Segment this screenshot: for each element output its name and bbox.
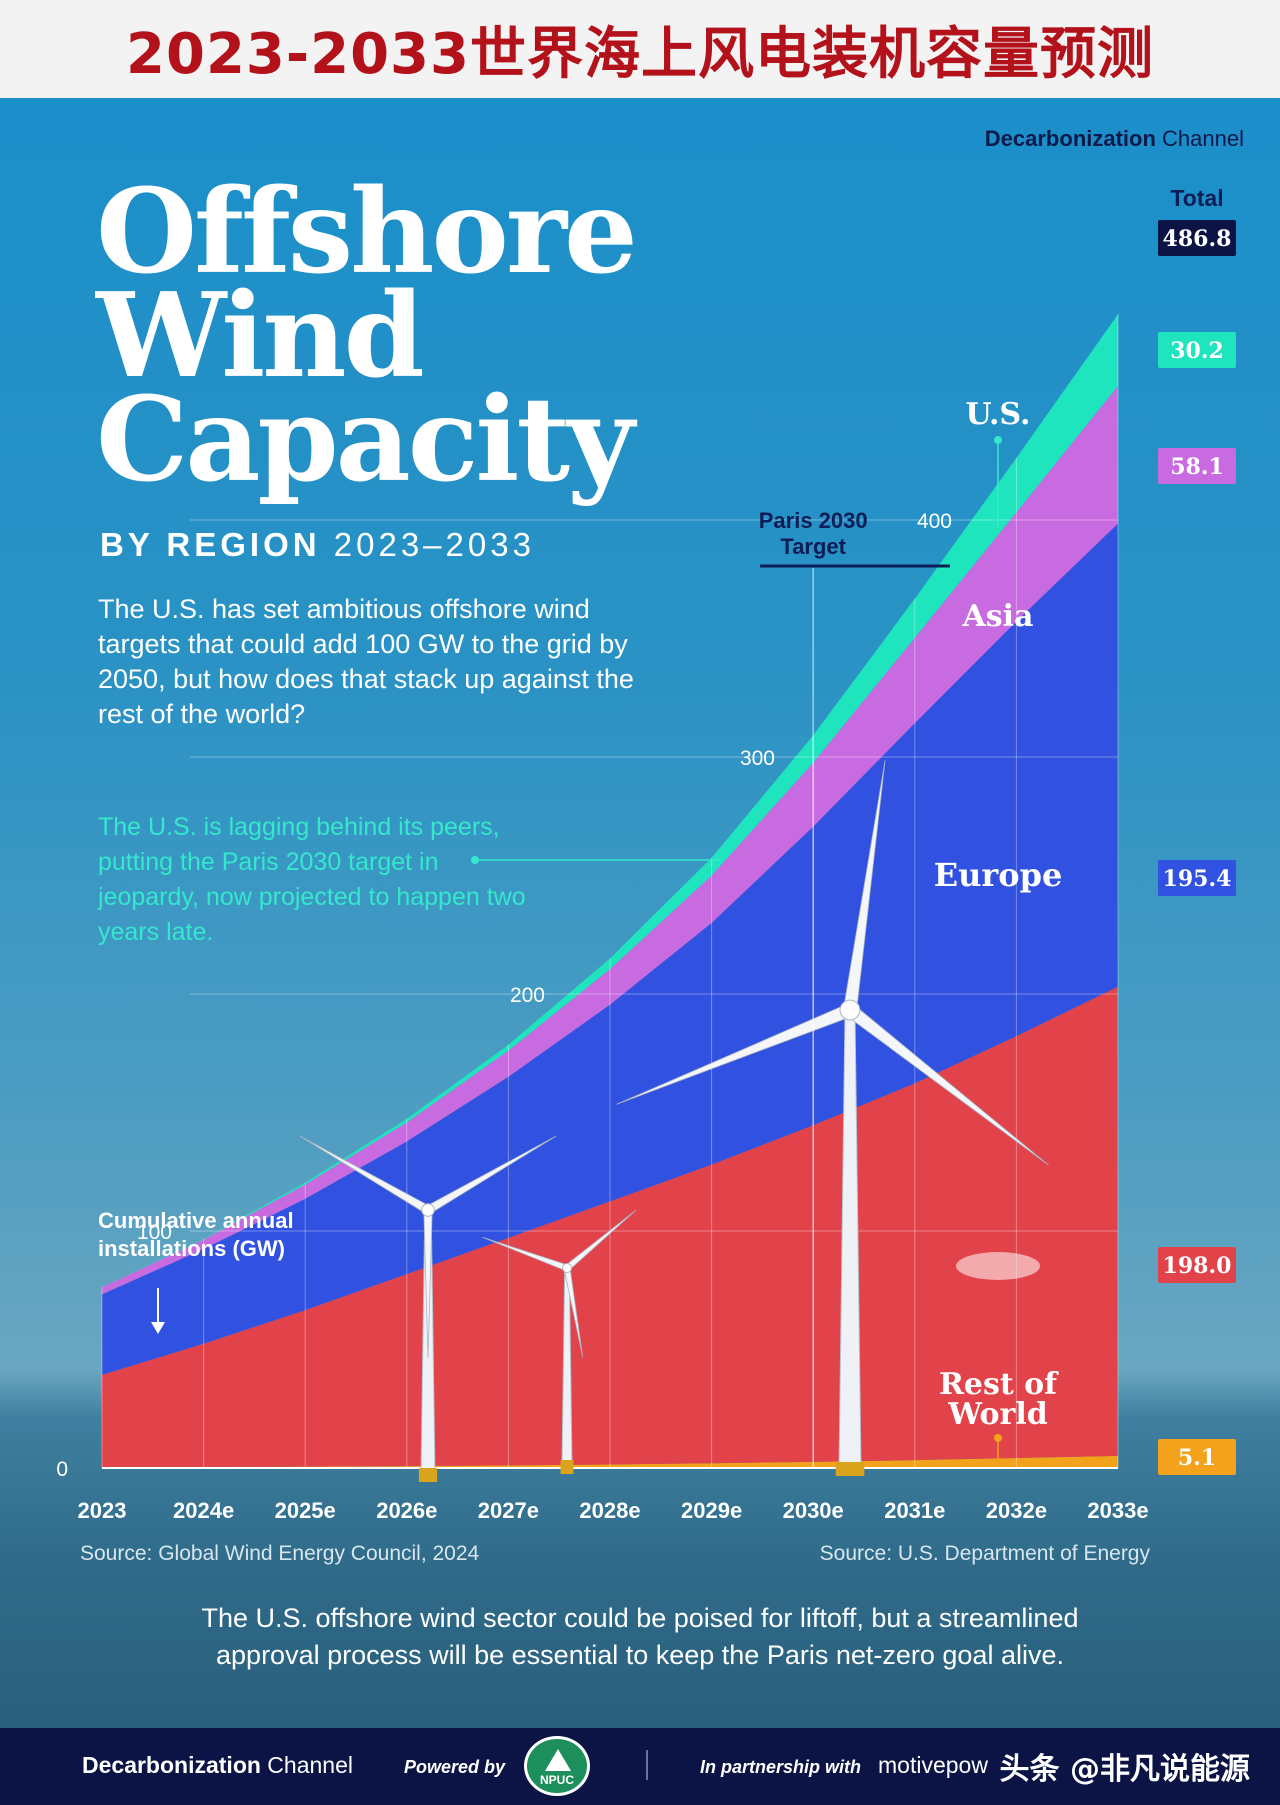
area-series-1: [102, 986, 1118, 1468]
turbine-small-base: [560, 1460, 574, 1474]
footer-motive-logo: motivepow: [878, 1752, 988, 1778]
footer-brand-light: Channel: [260, 1752, 353, 1778]
callout-text: The U.S. is lagging behind its peers, pu…: [98, 813, 526, 946]
total-heading: Total: [1170, 185, 1223, 211]
npuc-logo: NPUC: [524, 1736, 590, 1796]
subtitle-region: BY REGION: [100, 526, 321, 563]
top-banner: 2023-2033世界海上风电装机容量预测: [0, 0, 1280, 98]
y-axis-label-line-2: installations (GW): [98, 1236, 285, 1261]
total-value-europe: 195.4: [1163, 866, 1232, 892]
infographic-poster: 0 100 200 300 400 2023 2024e 2025e 2026e 2027e 202…: [0, 98, 1280, 1728]
footer-bar: Decarbonization Channel Powered by NPUC …: [0, 1728, 1280, 1805]
footer-brand: Decarbonization Channel: [82, 1752, 353, 1779]
total-value-us: 30.2: [1170, 338, 1224, 364]
us-leader-dot: [994, 436, 1002, 444]
turbine-medium-hub: [421, 1203, 435, 1217]
y-tick-label-2: 200: [510, 984, 545, 1007]
banner-title: 2023-2033世界海上风电装机容量预测: [126, 21, 1154, 87]
y-tick-label-1: 100: [137, 1221, 172, 1244]
source-right: Source: U.S. Department of Energy: [819, 1542, 1150, 1565]
chart-labels: 0 100 200 300 400 2023 2024e 2025e 2026e 2027e 202…: [56, 185, 1236, 1523]
x-tick-label-4: 2027e: [478, 1498, 539, 1523]
brand-name-bold: Decarbonization: [984, 126, 1156, 151]
stacked-area-chart: 0 100 200 300 400 2023 2024e 2025e 2026e 2027e 202…: [56, 185, 1236, 1523]
brand-name-light: Channel: [1155, 126, 1244, 151]
wind-turbines: [299, 760, 1049, 1482]
x-tick-label-10: 2033e: [1087, 1498, 1148, 1523]
total-value-asia: 58.1: [1170, 454, 1224, 480]
source-left: Source: Global Wind Energy Council, 2024: [80, 1542, 480, 1565]
bottom-note-line-1: The U.S. offshore wind sector could be p…: [201, 1603, 1079, 1633]
total-box-europe: [1158, 860, 1236, 896]
region-label-row-line-1: Rest of: [939, 1367, 1059, 1402]
region-label-europe: Europe: [934, 856, 1063, 894]
title-line-3: Capacity: [96, 372, 634, 508]
x-tick-label-7: 2030e: [783, 1498, 844, 1523]
y-axis-arrowhead: [151, 1322, 165, 1334]
region-label-us: U.S.: [966, 397, 1031, 432]
total-value-china: 198.0: [1163, 1253, 1232, 1279]
title-line-2: Wind: [96, 268, 425, 404]
footer-partnership: In partnership with: [700, 1757, 862, 1777]
y-tick-label-0: 0: [56, 1458, 68, 1481]
paris-target-line-2: Target: [780, 534, 846, 559]
x-tick-label-1: 2024e: [173, 1498, 234, 1523]
region-label-asia: Asia: [961, 599, 1033, 634]
bottom-note: The U.S. offshore wind sector could be p…: [0, 1600, 1280, 1674]
x-tick-label-3: 2026e: [376, 1498, 437, 1523]
row-leader-dot: [994, 1434, 1002, 1442]
y-tick-label-4: 400: [917, 510, 952, 533]
turbine-large: [616, 760, 1049, 1476]
subtitle-years: 2023–2033: [320, 526, 535, 563]
y-tick-label-3: 300: [740, 747, 775, 770]
region-label-row-line-2: World: [947, 1397, 1047, 1432]
x-tick-label-2: 2025e: [275, 1498, 336, 1523]
y-axis-label: Cumulative annual installations (GW): [98, 1208, 294, 1261]
title-line-1: Offshore: [96, 164, 638, 300]
paris-target-line-1: Paris 2030: [759, 508, 868, 533]
turbine-small: [482, 1209, 637, 1474]
region-label-obscured: [956, 1252, 1040, 1280]
turbine-large-hub: [839, 999, 861, 1021]
bottom-note-line-2: approval process will be essential to ke…: [216, 1640, 1064, 1670]
total-box-us: [1158, 332, 1236, 368]
x-tick-label-9: 2032e: [986, 1498, 1047, 1523]
paris-target-label: Paris 2030 Target: [759, 508, 868, 559]
intro-text: The U.S. has set ambitious offshore wind…: [98, 594, 634, 729]
footer-brand-bold: Decarbonization: [82, 1752, 261, 1778]
area-series-2: [102, 523, 1118, 1375]
x-tick-label-0: 2023: [78, 1498, 127, 1523]
footer-powered-by: Powered by: [404, 1757, 506, 1777]
turbine-medium-base: [418, 1468, 438, 1482]
footer-watermark: 头条 @非凡说能源: [999, 1752, 1250, 1787]
npuc-tree-icon: [545, 1749, 571, 1771]
x-tick-label-8: 2031e: [884, 1498, 945, 1523]
subtitle: BY REGION 2023–2033: [100, 526, 535, 564]
turbine-large-base: [835, 1462, 865, 1476]
footer-divider: [646, 1750, 648, 1780]
turbine-medium: [299, 1135, 557, 1482]
x-tick-label-6: 2029e: [681, 1498, 742, 1523]
total-box-total: [1158, 220, 1236, 256]
callout-leader-dot: [471, 856, 479, 864]
total-box-asia: [1158, 448, 1236, 484]
npuc-label: NPUC: [539, 1773, 574, 1787]
total-box-china: [1158, 1247, 1236, 1283]
brand-logo-top: Decarbonization Channel: [985, 126, 1244, 152]
region-label-row: Rest of World: [939, 1367, 1059, 1432]
x-tick-label-5: 2028e: [579, 1498, 640, 1523]
total-value-row: 5.1: [1178, 1445, 1216, 1471]
y-axis-label-line-1: Cumulative annual: [98, 1208, 294, 1233]
total-box-row: [1158, 1439, 1236, 1475]
page-title: Offshore Wind Capacity: [96, 164, 638, 508]
turbine-small-hub: [562, 1263, 572, 1273]
total-value-total: 486.8: [1163, 226, 1232, 252]
